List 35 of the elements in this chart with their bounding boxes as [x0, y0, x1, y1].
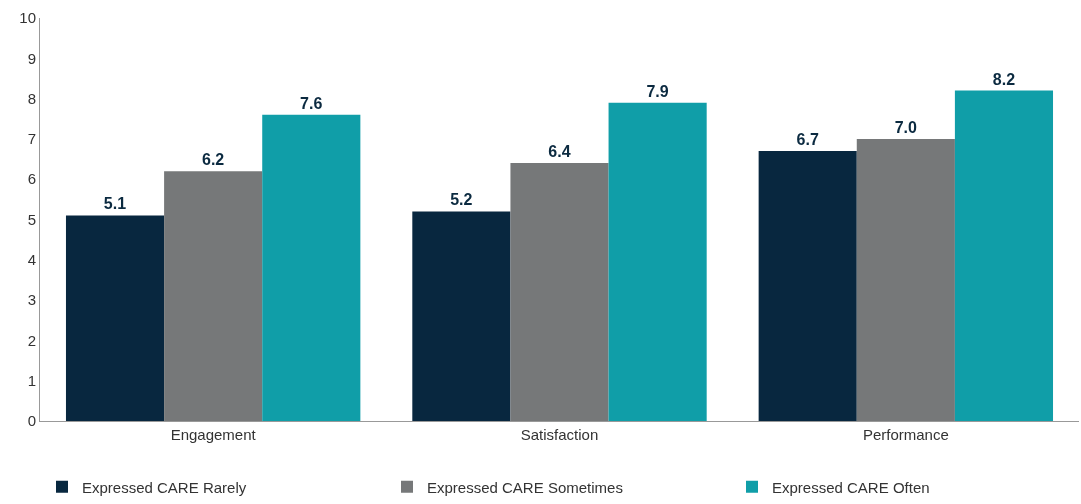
- bar: [608, 102, 707, 421]
- bar: [510, 163, 609, 421]
- legend-label: Expressed CARE Rarely: [82, 478, 247, 496]
- bar: [758, 150, 857, 421]
- y-tick-label: 9: [27, 49, 36, 67]
- legend-label: Expressed CARE Sometimes: [427, 478, 623, 496]
- x-tick-label: Engagement: [170, 426, 257, 443]
- y-tick-label: 1: [27, 371, 36, 389]
- data-label: 5.1: [103, 195, 127, 213]
- data-label: 6.7: [796, 130, 819, 148]
- data-label: 6.4: [548, 143, 571, 161]
- data-label: 7.9: [646, 82, 669, 100]
- y-tick-label: 3: [27, 291, 36, 309]
- bar: [412, 211, 511, 421]
- data-label: 8.2: [992, 70, 1016, 88]
- y-tick-label: 7: [27, 130, 36, 148]
- y-tick-label: 4: [27, 251, 36, 269]
- data-label: 7.6: [300, 94, 323, 112]
- bar: [954, 90, 1054, 421]
- legend-label: Expressed CARE Often: [772, 478, 930, 496]
- bar: [164, 171, 263, 421]
- y-tick-label: 6: [27, 170, 36, 188]
- y-tick-label: 10: [19, 9, 36, 27]
- y-tick-label: 5: [27, 210, 36, 228]
- y-tick-label: 2: [27, 331, 36, 349]
- bar: [856, 138, 955, 421]
- bar: [65, 215, 165, 421]
- y-tick-label: 0: [27, 412, 36, 430]
- data-label: 5.2: [450, 191, 473, 209]
- bar: [262, 114, 361, 421]
- y-tick-label: 8: [27, 89, 36, 107]
- x-tick-label: Satisfaction: [520, 426, 599, 443]
- data-label: 7.0: [894, 118, 918, 136]
- x-tick-label: Performance: [862, 426, 949, 443]
- data-label: 6.2: [201, 151, 225, 169]
